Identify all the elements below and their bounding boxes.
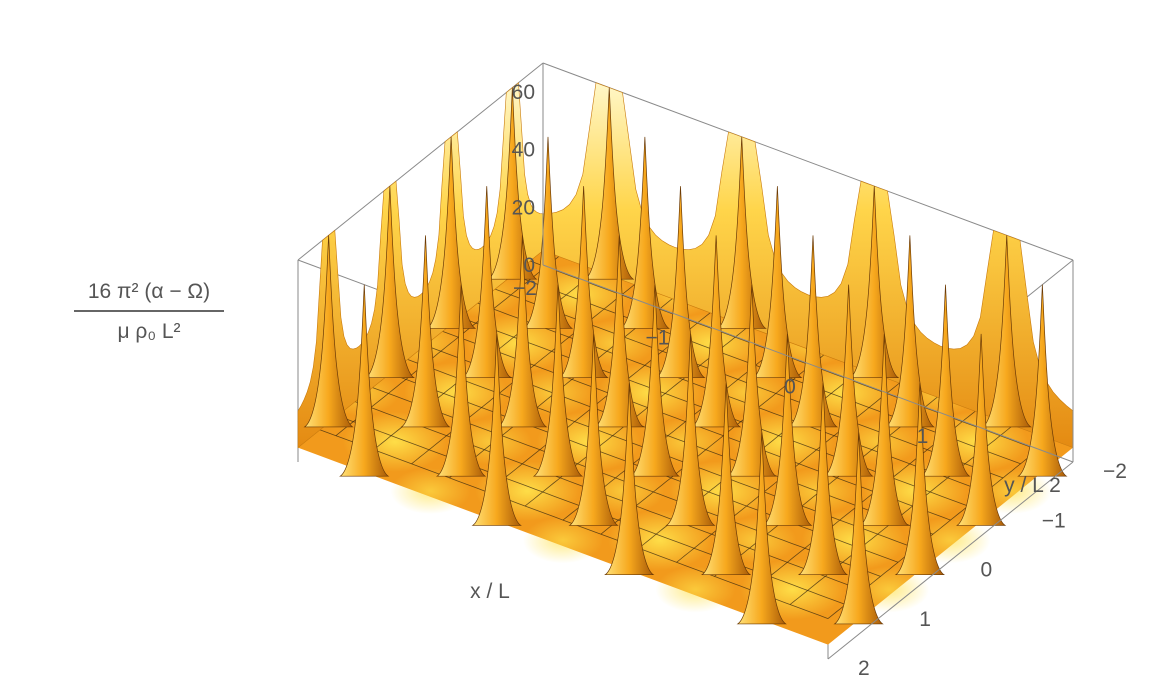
surface-spike (532, 284, 584, 477)
surface-spike (425, 136, 477, 329)
z-axis-label: 16 π² (α − Ω) μ ρ₀ L² (74, 280, 224, 344)
surface-spike (884, 235, 936, 428)
y-axis-label: y / L (1004, 474, 1044, 497)
bounding-box-edge (542, 264, 1074, 463)
surface-spike (1017, 284, 1068, 477)
surface-spike (435, 284, 487, 477)
surface-spike (981, 235, 1032, 428)
z-tick-label: 0 (523, 254, 535, 277)
surface-spike (364, 186, 416, 379)
surface-spike (736, 432, 787, 625)
surface-spike (920, 284, 971, 477)
surface-spike (716, 136, 767, 329)
bounding-box-edge (297, 62, 544, 261)
y-tick-label: −1 (1042, 509, 1066, 532)
surface-spike (849, 186, 900, 379)
y-tick-label: 1 (919, 608, 931, 631)
surface-spike (497, 235, 548, 428)
surface-spike (619, 136, 671, 329)
y-tick-label: 0 (981, 559, 993, 582)
surface-spike (584, 87, 635, 280)
x-tick-label: −2 (513, 277, 537, 300)
x-tick-label: −1 (646, 326, 670, 349)
surface-spike (471, 333, 522, 526)
surface-spike (833, 432, 884, 625)
y-tick-label: 2 (858, 657, 870, 680)
surface-well (523, 517, 603, 564)
surface-spike (303, 235, 354, 428)
surface-spike (522, 136, 574, 329)
surface-spike (339, 284, 390, 477)
surface-spike (558, 186, 609, 379)
surface-spike (823, 284, 874, 477)
fraction-bar (74, 310, 224, 312)
surface-spike (655, 186, 706, 379)
surface-spike (797, 383, 849, 576)
surface-spike (690, 235, 742, 428)
surface-spike (487, 87, 538, 280)
x-tick-label: 1 (917, 425, 929, 448)
surface-spike (629, 284, 681, 477)
z-tick-label: 60 (512, 81, 535, 104)
surface-spike (726, 284, 777, 477)
surface-spike (568, 333, 619, 526)
surface-edge-wall (542, 82, 1074, 449)
surface-spike (762, 333, 813, 526)
bounding-box-edge (542, 62, 1074, 261)
z-tick-label: 20 (512, 196, 535, 219)
x-axis-label: x / L (470, 580, 510, 603)
surface-spikes (303, 87, 1068, 625)
surface-spike (461, 186, 512, 379)
z-axis-label-denominator: μ ρ₀ L² (117, 320, 181, 343)
z-axis-label-numerator: 16 π² (α − Ω) (87, 280, 211, 303)
y-tick-label: −2 (1103, 460, 1127, 483)
surface-spike (752, 186, 803, 379)
surface-spike (787, 235, 839, 428)
x-tick-label: 0 (784, 376, 796, 399)
surface-spike (955, 333, 1007, 526)
z-tick-label: 40 (512, 139, 535, 162)
x-tick-label: 2 (1049, 474, 1061, 497)
surface-spike (700, 383, 752, 576)
bounding-box-front (542, 63, 1074, 660)
surface-spike (594, 235, 645, 428)
surface-well (390, 468, 471, 515)
surface-spike (859, 333, 910, 526)
surface-spike (665, 333, 716, 526)
surface-spike (400, 235, 451, 428)
surface-well (655, 566, 736, 613)
bounding-box-edge (827, 461, 1074, 660)
surface-spike (604, 383, 655, 576)
surface-spike (894, 383, 946, 576)
